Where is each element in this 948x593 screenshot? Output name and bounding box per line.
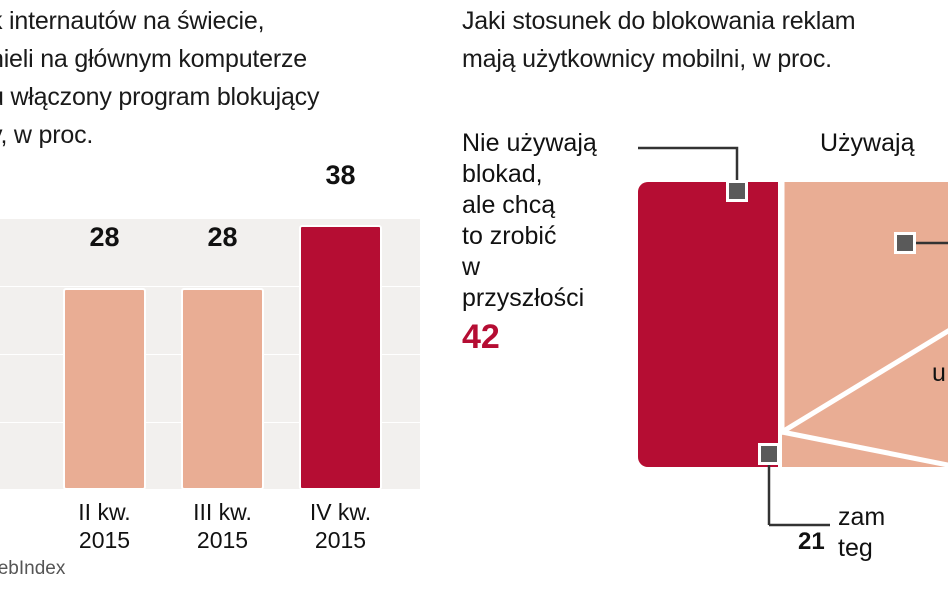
right-chart-panel: Jaki stosunek do blokowania reklam mają … [462,0,948,593]
callout-other-value: 21 [798,528,825,555]
bar-xlabel-q4: IV kw. 2015 [293,498,388,554]
bar-value-q3: 28 [207,222,238,252]
bar-q2 [63,288,146,490]
treemap-marker-other [758,443,780,465]
treemap-marker-not-using [726,180,748,202]
xlabel-q4-line2: 2015 [314,527,367,553]
callout-partial-u: u [932,359,946,387]
callout-other-line-1: zam [838,503,886,531]
bar-series [0,218,420,490]
bar-xlabel-q2: II kw. 2015 [57,498,152,554]
left-title-line-3: u włączony program blokujący [0,83,320,111]
treemap-chart [638,182,948,467]
callout-not-using-line-5: w [462,253,481,281]
callout-not-using-line-2: blokad, [462,160,543,188]
xlabel-q2-line1: II kw. [78,499,131,525]
xlabel-q3-line2: 2015 [196,527,249,553]
callout-not-using-line-6: przyszłości [462,284,585,312]
callout-other-line-2: teg [838,534,873,562]
callout-not-using: Nie używają blokad, ale chcą to zrobić w… [462,128,640,356]
callout-using: Używają [820,129,915,157]
right-title-line-1: Jaki stosunek do blokowania reklam [462,7,856,35]
callout-not-using-line-3: ale chcą [462,191,556,219]
left-chart-panel: k internautów na świecie, nieli na główn… [0,0,430,593]
xlabel-q2-line2: 2015 [78,527,131,553]
left-title-line-1: k internautów na świecie, [0,7,265,35]
bar-value-q1: 7 [0,216,18,247]
treemap-segment-not-using [638,182,782,467]
left-chart-title: k internautów na świecie, nieli na główn… [0,2,430,154]
gridline [0,218,420,219]
right-title-line-2: mają użytkownicy mobilni, w proc. [462,45,832,73]
callout-not-using-line-1: Nie używają [462,129,597,157]
xlabel-q4-line1: IV kw. [309,499,372,525]
bar-q3 [181,288,264,490]
treemap-divider-lines [779,182,948,467]
callout-not-using-line-4: to zrobić [462,222,557,250]
chart-source: lobalWebIndex [0,558,66,579]
bar-value-q4: 38 [325,160,356,190]
right-chart-title: Jaki stosunek do blokowania reklam mają … [462,2,948,78]
bar-xlabel-q3: III kw. 2015 [175,498,270,554]
left-title-line-4: y, w proc. [0,121,94,149]
treemap-segment-using [782,182,948,325]
gridline [0,286,420,287]
callout-not-using-value: 42 [462,318,500,356]
xlabel-q3-line1: III kw. [193,499,252,525]
bar-value-q2: 28 [89,222,120,252]
bar-xlabel-q1: kw.2015 [0,498,19,554]
callout-other: zam teg [838,502,885,564]
treemap-marker-using [894,232,916,254]
left-title-line-2: nieli na głównym komputerze [0,45,307,73]
bar-q4 [299,225,382,490]
